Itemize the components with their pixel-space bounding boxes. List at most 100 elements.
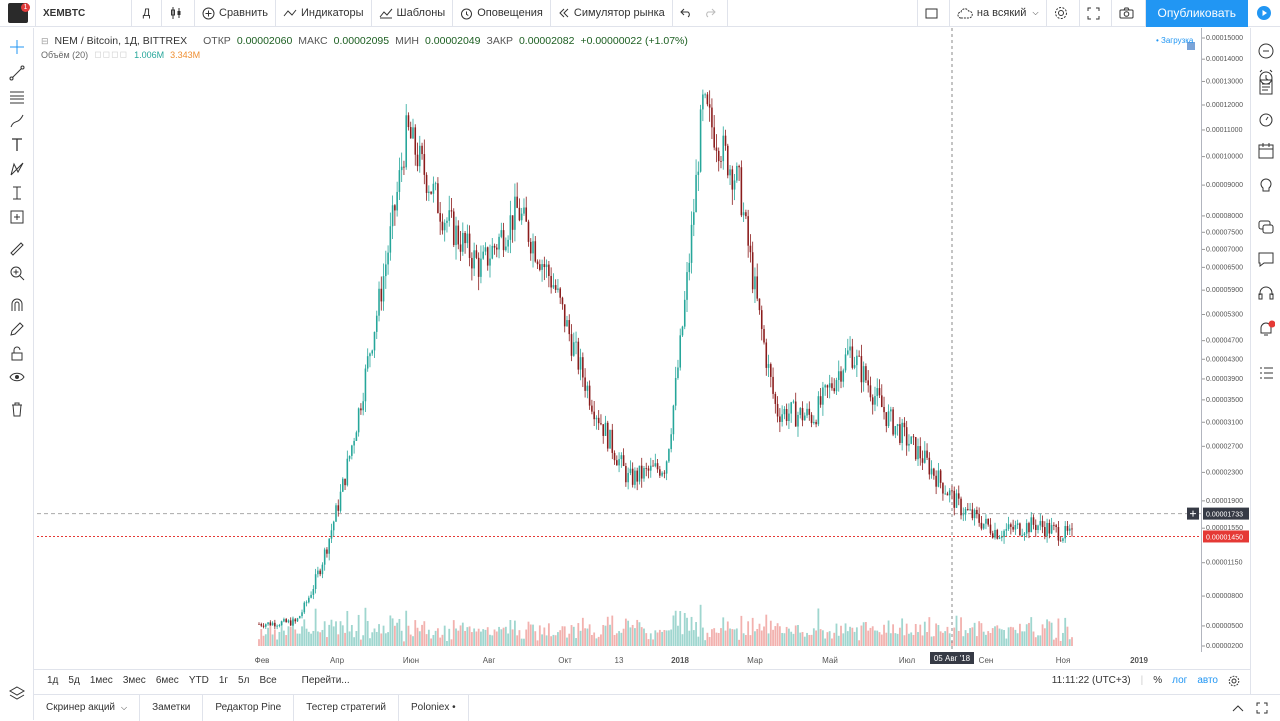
- layout-single-button[interactable]: [918, 0, 950, 27]
- range-all[interactable]: Все: [259, 675, 277, 686]
- volume-bar: [754, 631, 756, 646]
- volume-title[interactable]: Объём (20): [41, 49, 89, 60]
- object-tree-tool[interactable]: [8, 684, 26, 702]
- fullscreen-button[interactable]: [1080, 0, 1112, 27]
- user-avatar[interactable]: 1: [0, 0, 36, 27]
- volume-bar: [892, 624, 894, 646]
- watchlist-button[interactable]: [1257, 42, 1275, 60]
- range-right: 11:11:22 (UTC+3) | % лог авто: [1052, 675, 1250, 687]
- redo-icon[interactable]: [704, 8, 716, 18]
- alerts-button[interactable]: Оповещения: [453, 0, 551, 27]
- volume-bar: [831, 638, 833, 646]
- chats-button[interactable]: [1257, 250, 1275, 268]
- hotlists-button[interactable]: [1257, 110, 1275, 128]
- widget-toolbar: [1250, 28, 1280, 720]
- news-button[interactable]: [1257, 78, 1275, 96]
- ruler-tool[interactable]: [8, 240, 26, 258]
- compare-button[interactable]: Сравнить: [195, 0, 277, 27]
- volume-bar: [894, 633, 897, 646]
- chevron-up-icon[interactable]: [1232, 703, 1244, 713]
- candle-body: [720, 161, 722, 162]
- gear-icon[interactable]: [1228, 675, 1240, 687]
- candle-body: [1055, 525, 1057, 528]
- symbol-search[interactable]: XEMBTC: [36, 0, 132, 27]
- volume-bar: [446, 641, 448, 646]
- volume-bar: [1041, 624, 1044, 646]
- range-1d[interactable]: 1д: [47, 675, 59, 686]
- ideas-button[interactable]: [1257, 176, 1275, 194]
- play-button[interactable]: [1248, 0, 1280, 27]
- chart-type-button[interactable]: [162, 0, 195, 27]
- open-label: ОТКР: [203, 35, 231, 47]
- zoom-tool[interactable]: [8, 264, 26, 282]
- scale-lock-icon[interactable]: [1187, 42, 1195, 50]
- tab-stock-screener[interactable]: Скринер акций ⌵: [34, 694, 141, 721]
- pattern-tool[interactable]: [8, 160, 26, 178]
- volume-bar: [971, 627, 974, 646]
- percent-toggle[interactable]: %: [1153, 675, 1163, 686]
- templates-button[interactable]: Шаблоны: [372, 0, 454, 27]
- notifications-button[interactable]: [1257, 320, 1275, 338]
- log-toggle[interactable]: лог: [1172, 675, 1188, 686]
- collapse-icon[interactable]: ⊟: [41, 35, 49, 46]
- range-5d[interactable]: 5д: [68, 675, 80, 686]
- symbol-title[interactable]: NEM / Bitcoin, 1Д, BITTREX: [54, 35, 188, 47]
- tab-strategy-tester[interactable]: Тестер стратегий: [294, 694, 399, 721]
- settings-button[interactable]: [1047, 0, 1080, 27]
- price-tick-label: 0.00000500: [1206, 623, 1243, 630]
- replay-button[interactable]: Симулятор рынка: [551, 0, 673, 27]
- goto-date-button[interactable]: Перейти...: [301, 675, 350, 686]
- range-1m[interactable]: 1мес: [89, 675, 113, 686]
- volume-bar: [1016, 633, 1019, 646]
- maximize-icon[interactable]: [1256, 702, 1268, 714]
- candle-body: [733, 180, 736, 190]
- eye-icon: [9, 372, 25, 382]
- candlestick-chart[interactable]: Фев Апр Июн Авг Окт 13 2018 Мар Май Июл Сен Ноя 2019…: [37, 28, 1201, 668]
- lock-tool[interactable]: [8, 344, 26, 362]
- tab-notes[interactable]: Заметки: [140, 694, 204, 721]
- range-1y[interactable]: 1г: [218, 675, 229, 686]
- brush-tool[interactable]: [8, 112, 26, 130]
- screencast-button[interactable]: [1257, 284, 1275, 302]
- volume-bar: [799, 632, 802, 646]
- trendline-tool[interactable]: [8, 64, 26, 82]
- time-tick-label: 2019: [1130, 656, 1148, 665]
- range-ytd[interactable]: YTD: [188, 675, 209, 686]
- visibility-tool[interactable]: [8, 368, 26, 386]
- clock-label[interactable]: 11:11:22 (UTC+3): [1051, 675, 1131, 686]
- trash-icon: [12, 402, 22, 417]
- remove-drawings-tool[interactable]: [8, 400, 26, 418]
- legend-buttons[interactable]: ◻◻◻◻: [94, 49, 129, 59]
- price-tick-label: 0.00005900: [1206, 287, 1243, 294]
- projection-tool[interactable]: [8, 184, 26, 202]
- candle-body: [726, 145, 729, 176]
- chart-pane[interactable]: Фев Апр Июн Авг Окт 13 2018 Мар Май Июл Сен Ноя 2019…: [37, 28, 1201, 665]
- order-panel-button[interactable]: [1257, 364, 1275, 382]
- volume-bar: [489, 634, 491, 646]
- volume-bar: [801, 631, 804, 646]
- shapes-tool[interactable]: [8, 208, 26, 226]
- range-5y[interactable]: 5л: [238, 675, 250, 686]
- volume-bar: [473, 628, 476, 646]
- price-axis[interactable]: 0.00015000 0.00014000 0.00013000 0.00012000…: [1201, 28, 1249, 652]
- volume-bar: [690, 616, 693, 646]
- stay-drawing-tool[interactable]: [8, 320, 26, 338]
- volume-bar: [330, 619, 333, 646]
- tab-poloniex[interactable]: Poloniex •: [399, 694, 469, 721]
- tab-pine-editor[interactable]: Редактор Pine: [203, 694, 295, 721]
- calendar-button[interactable]: [1257, 142, 1275, 160]
- crosshair-tool[interactable]: [8, 38, 26, 56]
- range-3m[interactable]: 3мес: [122, 675, 146, 686]
- streams-button[interactable]: [1257, 218, 1275, 236]
- layout-name-select[interactable]: на всякий ⌵: [950, 0, 1047, 27]
- snapshot-button[interactable]: [1112, 0, 1146, 27]
- interval-select[interactable]: Д: [132, 0, 162, 27]
- fib-tool[interactable]: [8, 88, 26, 106]
- publish-button[interactable]: Опубликовать: [1145, 0, 1248, 27]
- auto-toggle[interactable]: авто: [1197, 675, 1218, 686]
- magnet-tool[interactable]: [8, 296, 26, 314]
- indicators-button[interactable]: Индикаторы: [276, 0, 372, 27]
- undo-icon[interactable]: [680, 8, 692, 18]
- text-tool[interactable]: [8, 136, 26, 154]
- range-6m[interactable]: 6мес: [155, 675, 179, 686]
